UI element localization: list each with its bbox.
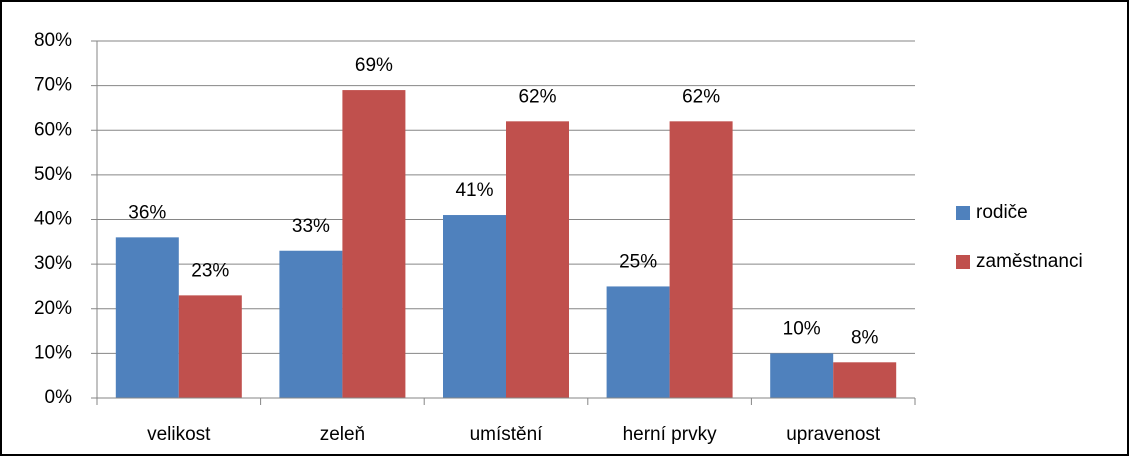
x-tick-label: zeleň [320, 424, 365, 445]
data-label: 23% [191, 260, 229, 281]
y-tick-label: 30% [34, 253, 72, 274]
data-label: 33% [292, 216, 330, 237]
bar [178, 295, 242, 398]
y-tick-label: 60% [34, 119, 72, 140]
y-tick-label: 40% [34, 209, 72, 230]
bar [833, 362, 897, 398]
y-tick-label: 80% [34, 30, 72, 51]
bar [506, 121, 569, 398]
y-tick-label: 0% [45, 387, 73, 408]
bar [770, 353, 834, 398]
legend-swatch [956, 206, 970, 220]
legend-label: zaměstnanci [976, 251, 1083, 272]
data-label: 10% [783, 318, 821, 339]
data-label: 69% [355, 55, 393, 76]
y-tick-label: 70% [34, 75, 72, 96]
bar [115, 237, 179, 398]
data-label: 25% [619, 251, 657, 272]
x-tick-label: upravenost [786, 424, 881, 445]
bar [342, 90, 406, 399]
x-tick-label: velikost [147, 424, 211, 445]
data-label: 36% [128, 202, 166, 223]
y-tick-label: 10% [34, 342, 72, 363]
legend-label: rodiče [976, 202, 1028, 223]
data-label: 41% [455, 180, 493, 201]
bar [443, 215, 506, 398]
legend-swatch [956, 255, 970, 269]
data-label: 62% [518, 86, 556, 107]
bar [279, 250, 343, 398]
bar [669, 121, 733, 398]
x-tick-label: umístění [470, 424, 544, 445]
bar [606, 286, 670, 398]
data-label: 8% [851, 327, 879, 348]
y-tick-label: 20% [34, 298, 72, 319]
x-tick-label: herní prvky [623, 424, 717, 445]
data-label: 62% [682, 86, 720, 107]
y-tick-label: 50% [34, 164, 72, 185]
